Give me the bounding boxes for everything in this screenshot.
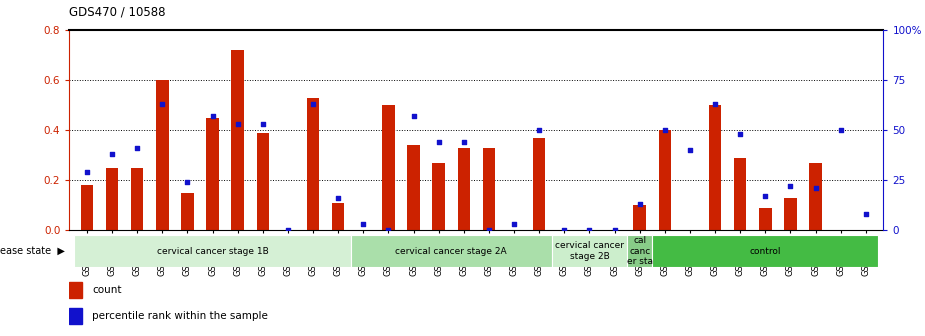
Bar xyxy=(652,235,879,267)
Point xyxy=(154,101,169,107)
Bar xyxy=(734,158,746,230)
Bar xyxy=(659,130,671,230)
Point xyxy=(130,145,144,151)
Bar xyxy=(809,163,821,230)
Point xyxy=(381,227,396,233)
Bar xyxy=(551,235,627,267)
Point xyxy=(482,227,497,233)
Point xyxy=(658,127,672,133)
Bar xyxy=(627,235,652,267)
Bar xyxy=(74,235,351,267)
Text: GDS470 / 10588: GDS470 / 10588 xyxy=(69,5,166,18)
Text: cervical cancer
stage 2B: cervical cancer stage 2B xyxy=(555,242,624,261)
Text: count: count xyxy=(92,285,121,295)
Text: disease state  ▶: disease state ▶ xyxy=(0,246,65,256)
Point xyxy=(808,185,823,191)
Text: percentile rank within the sample: percentile rank within the sample xyxy=(92,311,268,321)
Point xyxy=(205,114,220,119)
Point xyxy=(633,202,648,207)
Bar xyxy=(181,193,193,230)
Point xyxy=(507,221,522,227)
Text: control: control xyxy=(749,247,781,256)
Point xyxy=(582,227,597,233)
Point xyxy=(230,122,245,127)
Point xyxy=(356,221,371,227)
Bar xyxy=(407,145,420,230)
Point xyxy=(105,152,119,157)
Point xyxy=(80,169,94,175)
Point xyxy=(406,114,421,119)
Point xyxy=(431,139,446,145)
Bar xyxy=(256,133,269,230)
Bar xyxy=(131,168,143,230)
Bar xyxy=(634,205,646,230)
Bar xyxy=(80,185,93,230)
Point xyxy=(683,148,697,153)
Bar xyxy=(382,105,395,230)
Text: cervi
cal
canc
er sta
g: cervi cal canc er sta g xyxy=(626,226,653,277)
Point xyxy=(607,227,622,233)
Bar xyxy=(351,235,551,267)
Point xyxy=(733,131,747,137)
Bar xyxy=(105,168,118,230)
Point xyxy=(833,127,848,133)
Point xyxy=(305,101,320,107)
Bar xyxy=(483,148,495,230)
Point xyxy=(280,227,295,233)
Bar xyxy=(458,148,470,230)
Text: cervical cancer stage 2A: cervical cancer stage 2A xyxy=(396,247,507,256)
Bar xyxy=(307,98,319,230)
Bar xyxy=(69,308,82,325)
Point xyxy=(532,127,547,133)
Point xyxy=(180,179,195,185)
Bar xyxy=(759,208,771,230)
Point xyxy=(331,196,346,201)
Point xyxy=(456,139,471,145)
Bar xyxy=(709,105,722,230)
Text: cervical cancer stage 1B: cervical cancer stage 1B xyxy=(156,247,268,256)
Bar xyxy=(206,118,219,230)
Point xyxy=(783,183,798,189)
Point xyxy=(858,211,873,217)
Point xyxy=(708,101,722,107)
Bar xyxy=(332,203,344,230)
Bar xyxy=(69,282,82,298)
Point xyxy=(255,122,270,127)
Bar xyxy=(533,138,546,230)
Point xyxy=(557,227,572,233)
Bar xyxy=(231,50,244,230)
Bar xyxy=(432,163,445,230)
Bar xyxy=(784,198,796,230)
Bar xyxy=(156,80,168,230)
Point xyxy=(758,194,772,199)
